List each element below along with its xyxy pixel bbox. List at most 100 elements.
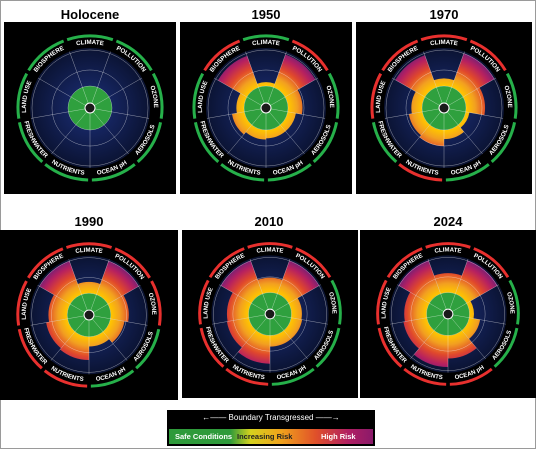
- boundary-status-arc: [295, 247, 332, 279]
- boundary-status-arc: [330, 279, 342, 325]
- panel-year-1970: 1970: [429, 7, 459, 22]
- boundary-status-arc: [43, 369, 88, 388]
- risk-wedge: [277, 260, 320, 304]
- boundary-status-arc: [90, 369, 135, 388]
- boundary-status-arc: [370, 72, 383, 119]
- center-dot: [83, 309, 95, 321]
- boundary-status-arc: [150, 280, 162, 326]
- boundary-status-arc: [114, 247, 151, 279]
- legend-title-text: Boundary Transgressed: [228, 413, 314, 422]
- risk-wedge: [408, 111, 430, 136]
- boundary-status-arc: [199, 327, 225, 368]
- legend-title: ←―― Boundary Transgressed ――→: [167, 413, 375, 422]
- panel-year-2010: 2010: [254, 214, 284, 229]
- risk-wedge: [266, 124, 286, 139]
- risk-wedge: [283, 317, 303, 339]
- risk-wedge: [466, 301, 474, 319]
- boundary-status-arc: [315, 327, 341, 368]
- boundary-status-arc: [16, 72, 29, 119]
- arrow-right-icon: ――→: [315, 413, 340, 422]
- risk-wedge: [238, 330, 270, 364]
- center-dot: [442, 308, 454, 320]
- risk-legend: ←―― Boundary Transgressed ――→ Safe Condi…: [167, 410, 375, 446]
- risk-wedge: [451, 53, 495, 97]
- panel-year-1990: 1990: [74, 214, 104, 229]
- risk-wedge: [411, 91, 425, 114]
- boundary-status-arc: [420, 34, 468, 42]
- risk-wedge: [46, 318, 76, 349]
- boundary-label: OZONE: [324, 85, 335, 108]
- risk-wedge: [273, 54, 316, 97]
- boundary-status-arc: [377, 327, 403, 368]
- risk-wedge: [102, 318, 125, 343]
- boundary-label: CLIMATE: [256, 247, 284, 254]
- boundary-wheel-2024: CLIMATE POLLUTION OZONE AEROSOLS OCEAN pH NUT…: [360, 230, 536, 398]
- boundary-status-arc: [381, 39, 419, 72]
- center-dot: [438, 102, 450, 114]
- boundary-status-arc: [17, 328, 43, 370]
- boundary-status-arc: [312, 122, 339, 164]
- boundary-wheel-1990: CLIMATE POLLUTION OZONE AEROSOLS OCEAN pH NUT…: [0, 230, 178, 400]
- risk-wedge: [403, 317, 435, 349]
- boundary-status-arc: [136, 122, 163, 164]
- legend-safe-label: Safe Conditions: [175, 432, 233, 441]
- boundary-label: CLIMATE: [76, 39, 105, 47]
- risk-wedge: [39, 261, 82, 305]
- risk-wedge: [96, 261, 139, 305]
- boundary-status-arc: [225, 367, 269, 386]
- panel-year-1950: 1950: [251, 7, 281, 22]
- risk-gradient-bar: [169, 429, 373, 444]
- boundary-wheel-2010: CLIMATE POLLUTION OZONE AEROSOLS OCEAN pH NUT…: [182, 230, 358, 398]
- boundary-status-arc: [376, 279, 388, 325]
- boundary-status-arc: [291, 39, 329, 72]
- boundary-label: CLIMATE: [252, 39, 281, 47]
- risk-wedge: [77, 281, 101, 295]
- risk-wedge: [257, 277, 283, 294]
- boundary-label: OZONE: [147, 292, 158, 315]
- risk-wedge: [226, 317, 257, 348]
- risk-wedge: [236, 93, 247, 114]
- boundary-status-arc: [371, 122, 398, 164]
- boundary-status-arc: [469, 39, 507, 72]
- boundary-status-arc: [267, 163, 312, 182]
- boundary-status-arc: [115, 39, 153, 72]
- boundary-label: LAND USE: [203, 287, 214, 319]
- risk-wedge: [280, 111, 296, 132]
- risk-wedge: [270, 330, 291, 347]
- legend-increasing-label: Increasing Risk: [237, 432, 293, 441]
- risk-wedge: [257, 82, 275, 88]
- boundary-status-arc: [27, 247, 64, 279]
- risk-wedge: [231, 111, 252, 135]
- boundary-status-arc: [198, 279, 210, 325]
- boundary-status-arc: [508, 279, 520, 325]
- boundary-status-arc: [203, 39, 241, 72]
- risk-wedge: [455, 260, 498, 304]
- risk-wedge: [395, 55, 437, 97]
- boundary-label: CLIMATE: [434, 247, 462, 254]
- risk-wedge: [245, 124, 266, 140]
- boundary-status-arc: [386, 247, 423, 279]
- boundary-status-arc: [473, 247, 510, 279]
- risk-wedge: [285, 89, 303, 115]
- risk-wedge: [288, 298, 302, 320]
- boundary-status-arc: [65, 242, 113, 249]
- risk-wedge: [89, 331, 110, 347]
- boundary-status-arc: [151, 72, 164, 119]
- risk-wedge: [398, 260, 441, 304]
- boundary-status-arc: [505, 72, 518, 119]
- boundary-wheel-1970: CLIMATE POLLUTION OZONE AEROSOLS OCEAN pH NUT…: [356, 22, 532, 194]
- boundary-label: OZONE: [505, 291, 515, 313]
- boundary-status-arc: [449, 367, 493, 386]
- boundary-status-arc: [271, 367, 315, 386]
- risk-wedge: [60, 331, 89, 361]
- boundary-status-arc: [135, 328, 161, 370]
- boundary-status-arc: [17, 122, 44, 164]
- boundary-status-arc: [193, 122, 220, 164]
- boundary-label: CLIMATE: [75, 247, 103, 255]
- risk-wedge: [413, 330, 448, 368]
- boundary-status-arc: [398, 163, 443, 182]
- boundary-status-arc: [27, 39, 65, 72]
- boundary-status-arc: [403, 367, 447, 386]
- risk-wedge: [448, 330, 477, 359]
- boundary-label: OZONE: [148, 85, 159, 108]
